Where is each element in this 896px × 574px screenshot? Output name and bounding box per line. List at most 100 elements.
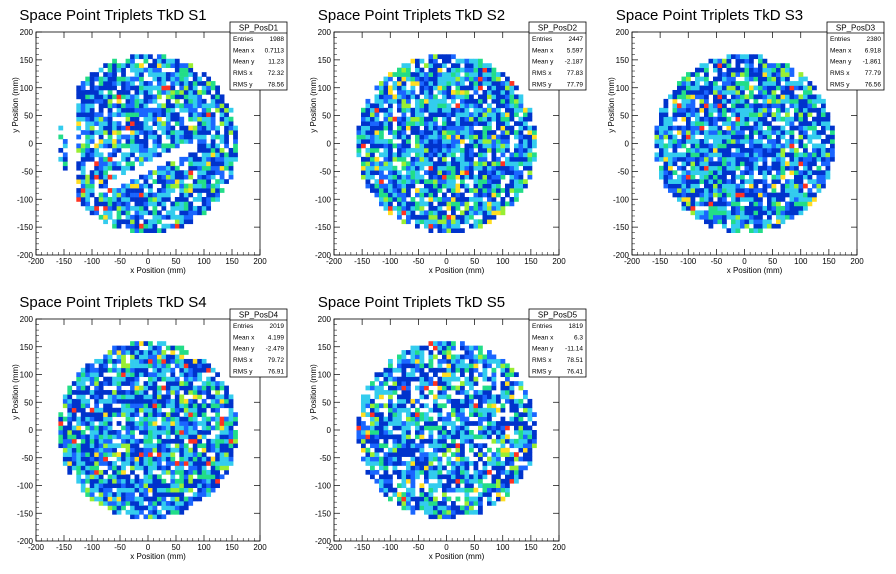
heatmap-bin: [139, 205, 144, 211]
heatmap-bin: [156, 201, 162, 207]
heatmap-bin: [509, 170, 515, 176]
heatmap-bin: [112, 430, 117, 435]
heatmap-bin: [170, 376, 176, 382]
heatmap-bin: [406, 63, 411, 68]
heatmap-bin: [161, 89, 167, 95]
heatmap-bin: [722, 161, 727, 167]
heatmap-bin: [424, 125, 429, 131]
heatmap-bin: [803, 89, 808, 95]
heatmap-bin: [98, 161, 104, 167]
heatmap-bin: [780, 98, 786, 104]
heatmap-bin: [219, 394, 225, 400]
heatmap-bin: [156, 188, 162, 193]
heatmap-bin: [374, 443, 380, 449]
heatmap-bin: [785, 143, 790, 149]
heatmap-bin: [668, 170, 673, 176]
heatmap-bin: [112, 345, 117, 351]
heatmap-bin: [134, 116, 140, 122]
heatmap-bin: [397, 107, 402, 113]
heatmap-bin: [722, 192, 727, 198]
heatmap-bin: [98, 81, 104, 86]
heatmap-bin: [424, 63, 429, 68]
heatmap-bin: [89, 116, 95, 122]
heatmap-bin: [85, 474, 91, 480]
x-tick-label: -50: [114, 257, 126, 266]
heatmap-bin: [197, 443, 203, 449]
heatmap-bin: [690, 192, 696, 198]
heatmap-bin: [397, 188, 402, 193]
heatmap-bin: [383, 452, 389, 457]
heatmap-bin: [183, 201, 189, 207]
heatmap-bin: [406, 139, 411, 144]
heatmap-bin: [188, 501, 194, 506]
heatmap-bin: [392, 81, 398, 86]
heatmap-bin: [749, 139, 754, 144]
x-tick-label: 200: [552, 257, 566, 266]
heatmap-bin: [188, 72, 194, 77]
heatmap-bin: [152, 461, 158, 466]
heatmap-bin: [370, 134, 375, 140]
heatmap-bin: [406, 505, 411, 511]
heatmap-bin: [406, 152, 411, 158]
heatmap-bin: [206, 430, 212, 435]
heatmap-bin: [383, 205, 389, 211]
heatmap-bin: [143, 228, 149, 233]
heatmap-bin: [89, 376, 95, 382]
heatmap-bin: [812, 156, 817, 162]
heatmap-bin: [428, 98, 434, 104]
heatmap-bin: [451, 54, 456, 60]
heatmap-bin: [776, 214, 781, 220]
heatmap-bin: [374, 403, 380, 409]
heatmap-bin: [677, 139, 682, 144]
heatmap-bin: [397, 469, 402, 475]
heatmap-bin: [179, 425, 185, 431]
heatmap-bin: [442, 116, 447, 122]
heatmap-bin: [116, 430, 122, 435]
heatmap-bin: [112, 81, 117, 86]
heatmap-bin: [713, 219, 718, 225]
heatmap-bin: [116, 358, 122, 364]
heatmap-bin: [170, 188, 176, 193]
heatmap-bin: [388, 94, 393, 100]
heatmap-bin: [704, 210, 709, 216]
heatmap-bin: [383, 81, 389, 86]
heatmap-bin: [192, 179, 198, 184]
heatmap-bin: [771, 143, 777, 149]
heatmap-bin: [107, 143, 113, 149]
heatmap-bin: [415, 103, 420, 109]
heatmap-bin: [789, 205, 795, 211]
heatmap-bin: [762, 161, 768, 167]
heatmap-bin: [717, 98, 723, 104]
heatmap-bin: [219, 465, 225, 471]
heatmap-bin: [165, 174, 171, 180]
heatmap-bin: [406, 170, 411, 176]
heatmap-bin: [491, 179, 497, 184]
heatmap-bin: [767, 85, 772, 91]
heatmap-bin: [388, 188, 393, 193]
heatmap-bin: [397, 438, 402, 444]
heatmap-bin: [94, 434, 100, 440]
heatmap-bin: [726, 139, 732, 144]
heatmap-bin: [798, 94, 804, 100]
heatmap-bin: [134, 385, 140, 391]
heatmap-bin: [713, 76, 718, 82]
heatmap-bin: [812, 147, 817, 153]
heatmap-bin: [219, 156, 225, 162]
heatmap-bin: [165, 165, 171, 171]
heatmap-bin: [699, 107, 705, 113]
heatmap-bin: [183, 156, 189, 162]
heatmap-bin: [473, 112, 479, 118]
heatmap-bin: [681, 139, 687, 144]
heatmap-bin: [451, 174, 456, 180]
heatmap-bin: [188, 452, 194, 457]
heatmap-bin: [112, 112, 117, 118]
heatmap-bin: [478, 152, 483, 158]
heatmap-bin: [744, 188, 750, 193]
heatmap-bin: [419, 192, 425, 198]
heatmap-bin: [121, 107, 126, 113]
heatmap-bin: [98, 425, 104, 431]
heatmap-bin: [130, 107, 135, 113]
heatmap-bin: [469, 81, 474, 86]
heatmap-bin: [188, 376, 194, 382]
heatmap-bin: [464, 152, 470, 158]
